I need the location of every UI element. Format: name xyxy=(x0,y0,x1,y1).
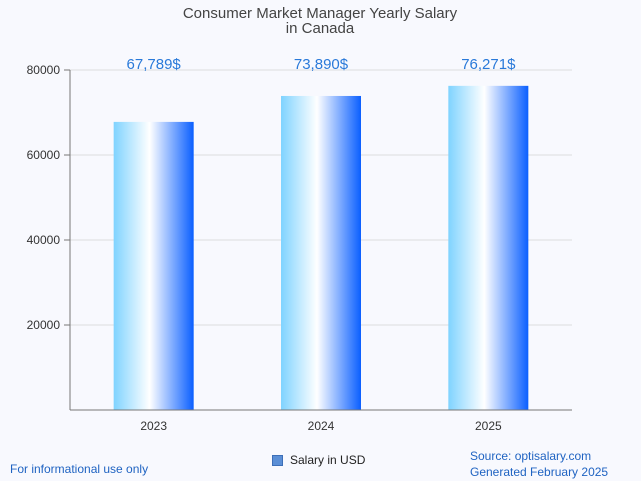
x-tick-label: 2023 xyxy=(140,419,167,433)
source-text: Source: optisalary.com xyxy=(470,449,592,463)
bar-2025[interactable] xyxy=(448,85,529,410)
legend[interactable]: Salary in USD xyxy=(272,453,365,467)
legend-swatch xyxy=(272,454,283,466)
chart-subtitle: in Canada xyxy=(286,20,355,37)
x-tick-label: 2025 xyxy=(475,419,502,433)
y-tick-label: 40000 xyxy=(27,233,61,247)
source-block: Source: optisalary.com Generated Februar… xyxy=(470,448,608,480)
x-tick-label: 2024 xyxy=(308,419,335,433)
x-axis-ticks: 2023 2024 2025 xyxy=(140,419,502,433)
chart-title: Consumer Market Manager Yearly Salary xyxy=(183,5,458,22)
y-tick-label: 80000 xyxy=(27,63,61,77)
y-tick-label: 20000 xyxy=(27,318,61,332)
data-label-2025: 76,271$ xyxy=(461,56,516,73)
data-label-2024: 73,890$ xyxy=(294,56,349,73)
data-labels: 67,789$ 73,890$ 76,271$ xyxy=(127,56,517,73)
legend-label: Salary in USD xyxy=(290,453,366,467)
bar-2024[interactable] xyxy=(281,95,361,410)
y-axis-ticks: 20000 40000 60000 80000 xyxy=(27,63,61,332)
data-label-2023: 67,789$ xyxy=(127,56,182,73)
bar-2023[interactable] xyxy=(113,121,194,410)
y-tick-label: 60000 xyxy=(27,148,61,162)
generated-date: Generated February 2025 xyxy=(470,465,609,479)
bars xyxy=(113,85,529,410)
disclaimer-text: For informational use only xyxy=(10,462,149,476)
